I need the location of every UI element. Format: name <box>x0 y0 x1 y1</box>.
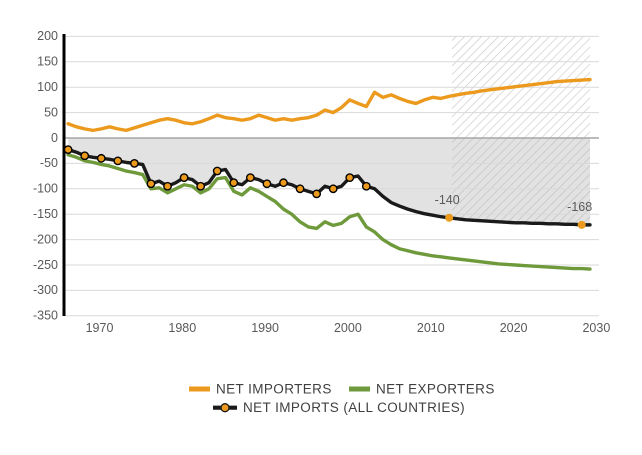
svg-text:200: 200 <box>37 29 58 43</box>
svg-text:150: 150 <box>37 55 58 69</box>
svg-text:-168: -168 <box>567 200 592 214</box>
svg-text:2020: 2020 <box>500 321 528 335</box>
svg-text:-350: -350 <box>33 309 58 323</box>
svg-text:1980: 1980 <box>168 321 196 335</box>
svg-text:2030: 2030 <box>582 321 610 335</box>
svg-text:100: 100 <box>37 80 58 94</box>
svg-text:NET IMPORTS (ALL COUNTRIES): NET IMPORTS (ALL COUNTRIES) <box>243 400 465 415</box>
svg-text:-50: -50 <box>40 156 58 170</box>
svg-text:-300: -300 <box>33 283 58 297</box>
svg-text:0: 0 <box>51 131 58 145</box>
svg-text:-150: -150 <box>33 207 58 221</box>
svg-text:-100: -100 <box>33 182 58 196</box>
svg-text:-200: -200 <box>33 232 58 246</box>
svg-text:2010: 2010 <box>417 321 445 335</box>
svg-text:2000: 2000 <box>334 321 362 335</box>
svg-text:NET IMPORTERS: NET IMPORTERS <box>216 382 332 397</box>
svg-text:1990: 1990 <box>251 321 279 335</box>
svg-text:-250: -250 <box>33 258 58 272</box>
svg-text:50: 50 <box>44 105 58 119</box>
svg-text:NET EXPORTERS: NET EXPORTERS <box>376 382 495 397</box>
svg-text:-140: -140 <box>435 193 460 207</box>
svg-text:1970: 1970 <box>86 321 114 335</box>
